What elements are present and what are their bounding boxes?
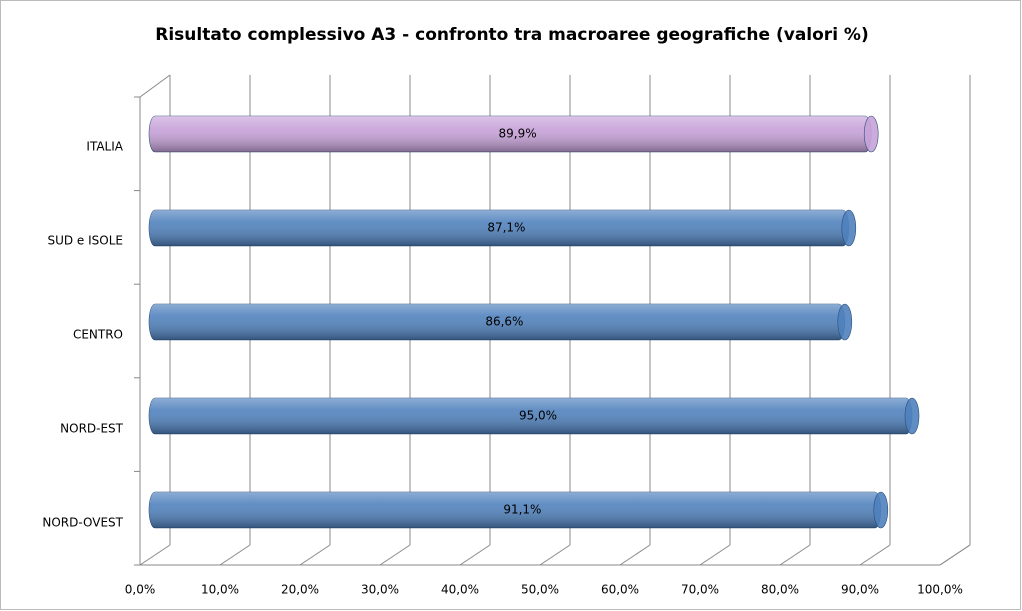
y-tick-label: NORD-OVEST (42, 516, 123, 530)
left-wall-edge (139, 74, 171, 98)
x-tick-label: 30,0% (361, 583, 399, 597)
data-label: 86,6% (485, 315, 523, 329)
bar-shade (149, 492, 881, 528)
y-tick-label: CENTRO (73, 328, 123, 342)
grid-floor-line (859, 544, 891, 566)
data-label: 95,0% (519, 409, 557, 423)
x-tick-label: 40,0% (441, 583, 479, 597)
bar-cap (873, 491, 889, 529)
bar-cap (837, 303, 853, 341)
bar-shade (149, 398, 912, 434)
x-tick-label: 90,0% (841, 583, 879, 597)
grid-floor-line (139, 544, 171, 566)
grid-floor-line (219, 544, 251, 566)
x-tick-label: 100,0% (917, 583, 963, 597)
bar-cap (904, 397, 920, 435)
chart-title: Risultato complessivo A3 - confronto tra… (155, 25, 869, 45)
grid-floor-line (699, 544, 731, 566)
grid-floor-line (539, 544, 571, 566)
y-tick-label: SUD e ISOLE (47, 234, 123, 248)
grid-floor-line (939, 544, 971, 566)
data-label: 87,1% (487, 221, 525, 235)
bar-shade (149, 304, 845, 340)
bar-cap (863, 115, 879, 153)
grid-floor-line (299, 544, 331, 566)
x-tick-label: 50,0% (521, 583, 559, 597)
grid-floor-line (379, 544, 411, 566)
grid-floor-line (779, 544, 811, 566)
y-tick-label: ITALIA (86, 140, 123, 154)
bar-shade (149, 116, 872, 152)
x-tick-label: 20,0% (281, 583, 319, 597)
grid-floor-line (619, 544, 651, 566)
grid-floor-line (459, 544, 491, 566)
x-tick-label: 60,0% (601, 583, 639, 597)
x-tick-label: 0,0% (125, 583, 156, 597)
data-label: 91,1% (503, 503, 541, 517)
data-label: 89,9% (499, 127, 537, 141)
y-tick-label: NORD-EST (60, 422, 124, 436)
bar-cap (841, 209, 857, 247)
x-tick-label: 10,0% (201, 583, 239, 597)
x-tick-label: 70,0% (681, 583, 719, 597)
x-tick-label: 80,0% (761, 583, 799, 597)
bar-shade (149, 210, 849, 246)
